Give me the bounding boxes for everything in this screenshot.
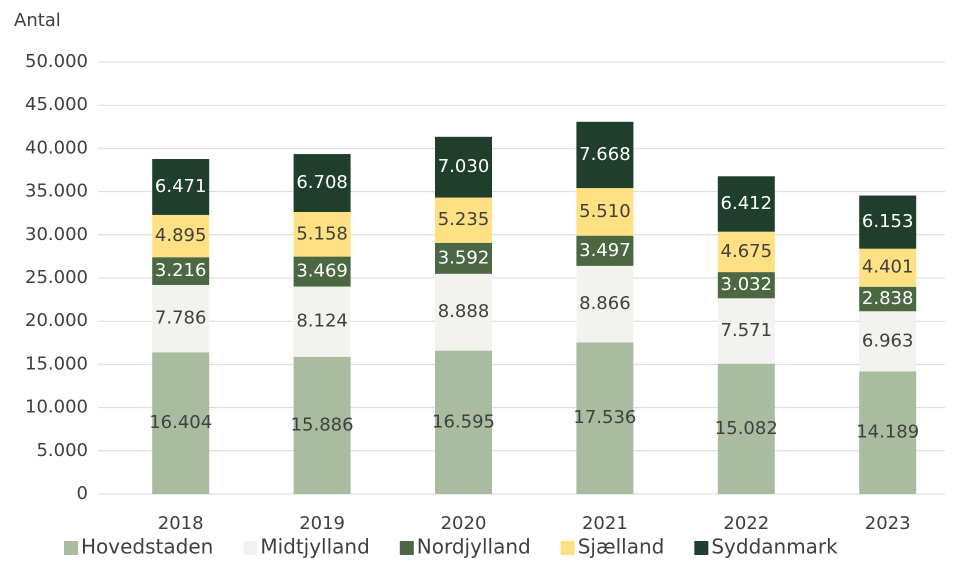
y-tick-label: 20.000 [25,310,88,331]
bar-segment [717,298,775,364]
legend-swatch [243,541,258,555]
bar-segment [859,371,917,494]
data-label: 7.668 [579,144,631,165]
x-tick-label: 2020 [441,513,487,534]
data-label: 5.235 [438,209,490,230]
x-tick-label: 2021 [582,513,628,534]
bar-segment [717,363,775,494]
legend-label: Sjælland [578,535,665,559]
bar-segment [576,121,634,189]
x-tick-label: 2018 [158,513,204,534]
y-tick-label: 45.000 [25,94,88,115]
y-tick-label: 35.000 [25,181,88,202]
legend-label: Midtjylland [260,535,369,559]
bar-segment [576,265,634,343]
y-tick-label: 40.000 [25,137,88,158]
data-label: 17.536 [573,407,636,428]
data-label: 5.158 [296,223,348,244]
y-tick-label: 5.000 [36,440,88,461]
legend-label: Syddanmark [711,535,838,559]
data-label: 8.124 [296,311,348,332]
legend-swatch [560,541,575,555]
bar-segment [152,284,210,353]
bar-segment [152,352,210,494]
data-label: 16.595 [432,411,495,432]
bar-segment [576,188,634,236]
data-label: 4.401 [862,257,914,278]
bar-segment [293,286,351,357]
legend-swatch [399,541,414,555]
bar-segment [576,342,634,494]
bar-segment [293,154,351,213]
legend-swatch [64,541,78,555]
data-label: 8.888 [438,301,490,322]
bar-segment [717,272,775,299]
data-label: 15.082 [715,418,778,439]
bar-segment [435,242,492,274]
data-label: 3.032 [721,274,773,295]
bar-segment [435,197,492,243]
data-label: 6.963 [862,330,914,351]
data-label: 15.886 [291,414,354,435]
data-label: 4.675 [721,241,773,262]
y-tick-label: 10.000 [25,397,88,418]
y-tick-label: 0 [77,483,88,504]
bar-segment [859,248,917,287]
bar-segment [435,136,492,198]
legend-label: Hovedstaden [81,535,213,559]
y-tick-label: 25.000 [25,267,88,288]
y-tick-label: 50.000 [25,51,88,72]
y-axis-label: Antal [14,10,61,31]
x-tick-label: 2022 [723,513,769,534]
bar-segment [293,212,351,257]
data-label: 8.866 [579,293,631,314]
data-label: 16.404 [149,412,212,433]
bar-segment [859,311,917,372]
data-label: 14.189 [856,422,919,443]
bar-segment [293,256,351,287]
legend-label: Nordjylland [417,535,531,559]
bar-segment [152,214,210,258]
data-label: 7.030 [438,156,490,177]
data-label: 6.708 [296,172,348,193]
data-label: 4.895 [155,225,207,246]
data-label: 3.469 [296,261,348,282]
data-label: 6.412 [721,193,773,214]
x-tick-label: 2023 [865,513,911,534]
bar-segment [859,286,917,312]
bar-segment [435,273,492,351]
bar-segment [152,159,210,215]
y-tick-label: 30.000 [25,224,88,245]
bar-segment [717,176,775,232]
data-label: 3.497 [579,240,631,261]
y-tick-label: 15.000 [25,353,88,374]
bar-segment [576,235,634,266]
bar-segment [152,257,210,285]
data-label: 3.216 [155,260,207,281]
legend-swatch [694,541,709,555]
data-label: 6.471 [155,176,207,197]
bar-segment [435,350,492,494]
bar-segment [293,356,351,494]
data-label: 3.592 [438,247,490,268]
bar-segment [859,195,917,249]
data-label: 7.571 [721,320,773,341]
data-label: 2.838 [862,288,914,309]
data-label: 7.786 [155,308,207,329]
x-tick-label: 2019 [299,513,345,534]
data-label: 5.510 [579,201,631,222]
bar-segment [717,231,775,273]
data-label: 6.153 [862,211,914,232]
